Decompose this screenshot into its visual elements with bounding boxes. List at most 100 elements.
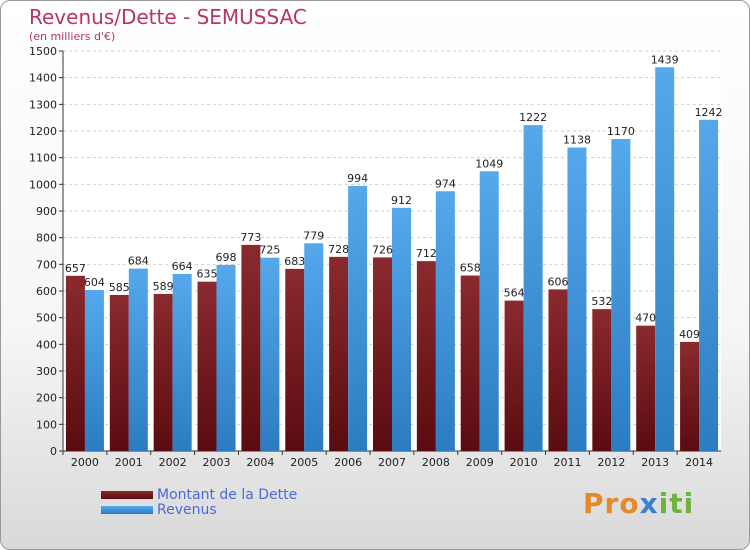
bar-revenue-2009 xyxy=(479,171,499,451)
bar-debt-2003 xyxy=(197,281,217,451)
bar-debt-2014 xyxy=(680,341,700,451)
bar-revenue-2011 xyxy=(567,147,587,452)
bar-revenue-2012 xyxy=(611,139,631,451)
x-tick-label: 2002 xyxy=(159,456,187,469)
bar-debt-2013 xyxy=(636,325,656,451)
x-tick-label: 2001 xyxy=(115,456,143,469)
data-label-debt-2004: 773 xyxy=(240,231,261,244)
bar-revenue-2007 xyxy=(392,207,411,451)
y-tick-label: 700 xyxy=(36,258,57,271)
x-tick-label: 2005 xyxy=(290,456,318,469)
y-tick-label: 500 xyxy=(36,312,57,325)
bar-debt-2002 xyxy=(153,293,173,451)
x-tick-label: 2000 xyxy=(71,456,99,469)
bar-debt-2007 xyxy=(373,257,392,451)
legend-label-revenue: Revenus xyxy=(157,501,217,518)
y-tick-label: 400 xyxy=(36,338,57,351)
logo-part2: x xyxy=(639,487,659,520)
bar-revenue-2000 xyxy=(84,289,104,451)
data-label-debt-2008: 712 xyxy=(416,247,437,260)
bar-debt-2004 xyxy=(241,244,261,451)
data-label-revenue-2004: 725 xyxy=(259,244,280,257)
y-tick-label: 1500 xyxy=(29,45,57,58)
legend-label-debt: Montant de la Dette xyxy=(157,486,298,503)
data-label-debt-2011: 606 xyxy=(547,275,568,288)
legend-swatch-debt xyxy=(101,490,153,499)
bar-debt-2011 xyxy=(548,289,568,451)
y-tick-label: 1000 xyxy=(29,178,57,191)
y-tick-label: 100 xyxy=(36,418,57,431)
bar-revenue-2010 xyxy=(523,125,543,451)
x-tick-label: 2014 xyxy=(685,456,713,469)
y-tick-label: 800 xyxy=(36,232,57,245)
bar-debt-2001 xyxy=(109,295,129,451)
data-label-debt-2000: 657 xyxy=(65,262,86,275)
bar-debt-2012 xyxy=(592,309,612,451)
data-label-revenue-2011: 1138 xyxy=(563,134,591,147)
x-tick-label: 2007 xyxy=(378,456,406,469)
x-tick-label: 2008 xyxy=(422,456,450,469)
y-tick-label: 1400 xyxy=(29,72,57,85)
legend: Montant de la Dette Revenus xyxy=(101,486,298,518)
x-tick-label: 2004 xyxy=(246,456,274,469)
bar-revenue-2001 xyxy=(128,268,148,451)
bar-layer xyxy=(65,67,719,452)
data-label-debt-2002: 589 xyxy=(153,280,174,293)
data-label-debt-2010: 564 xyxy=(504,287,525,300)
bar-debt-2005 xyxy=(285,268,305,451)
bar-revenue-2005 xyxy=(304,243,324,451)
y-tick-label: 1100 xyxy=(29,152,57,165)
data-label-debt-2014: 409 xyxy=(679,328,700,341)
y-tick-label: 0 xyxy=(50,445,57,458)
data-label-revenue-2009: 1049 xyxy=(475,157,503,170)
y-tick-label: 200 xyxy=(36,392,57,405)
data-label-debt-2003: 635 xyxy=(197,268,218,281)
bar-revenue-2014 xyxy=(699,119,719,452)
y-tick-label: 300 xyxy=(36,365,57,378)
bar-debt-2009 xyxy=(460,275,480,451)
proxiti-logo: Proxiti xyxy=(583,487,694,520)
data-label-debt-2013: 470 xyxy=(635,312,656,325)
data-label-revenue-2000: 604 xyxy=(84,276,105,289)
logo-part3: iti xyxy=(658,487,695,520)
logo-part1: Pro xyxy=(583,487,640,520)
bar-revenue-2008 xyxy=(435,191,455,451)
data-label-debt-2006: 728 xyxy=(328,243,349,256)
x-tick-label: 2010 xyxy=(510,456,538,469)
legend-item-debt: Montant de la Dette xyxy=(101,486,298,503)
bar-revenue-2004 xyxy=(260,257,280,451)
x-tick-label: 2003 xyxy=(203,456,231,469)
data-label-debt-2009: 658 xyxy=(460,262,481,275)
data-label-debt-2005: 683 xyxy=(284,255,305,268)
data-label-revenue-2014: 1242 xyxy=(695,106,723,119)
bar-revenue-2006 xyxy=(348,185,368,451)
chart-title: Revenus/Dette - SEMUSSAC xyxy=(29,5,307,29)
axis-layer: 0 100 200 300 400 500 600 700 800 900 1000 1100 1200… xyxy=(29,45,721,469)
y-tick-label: 600 xyxy=(36,285,57,298)
data-label-revenue-2007: 912 xyxy=(391,194,412,207)
data-label-revenue-2010: 1222 xyxy=(519,111,547,124)
bar-revenue-2003 xyxy=(216,264,236,451)
bar-debt-2010 xyxy=(504,300,524,451)
data-label-debt-2001: 585 xyxy=(109,281,130,294)
data-label-revenue-2002: 664 xyxy=(172,260,193,273)
bar-debt-2000 xyxy=(65,275,85,451)
data-label-revenue-2005: 779 xyxy=(303,229,324,242)
bar-debt-2006 xyxy=(329,256,349,451)
legend-item-revenue: Revenus xyxy=(101,501,297,518)
data-label-revenue-2013: 1439 xyxy=(651,53,679,66)
x-tick-label: 2013 xyxy=(641,456,669,469)
data-label-revenue-2008: 974 xyxy=(435,177,456,190)
data-label-debt-2012: 532 xyxy=(591,295,612,308)
y-tick-label: 1200 xyxy=(29,125,57,138)
bar-revenue-2002 xyxy=(172,273,192,451)
y-tick-label: 900 xyxy=(36,205,57,218)
x-tick-label: 2011 xyxy=(553,456,581,469)
data-label-revenue-2012: 1170 xyxy=(607,125,635,138)
data-label-debt-2007: 726 xyxy=(372,243,393,256)
x-tick-label: 2012 xyxy=(597,456,625,469)
data-label-revenue-2001: 684 xyxy=(128,255,149,268)
